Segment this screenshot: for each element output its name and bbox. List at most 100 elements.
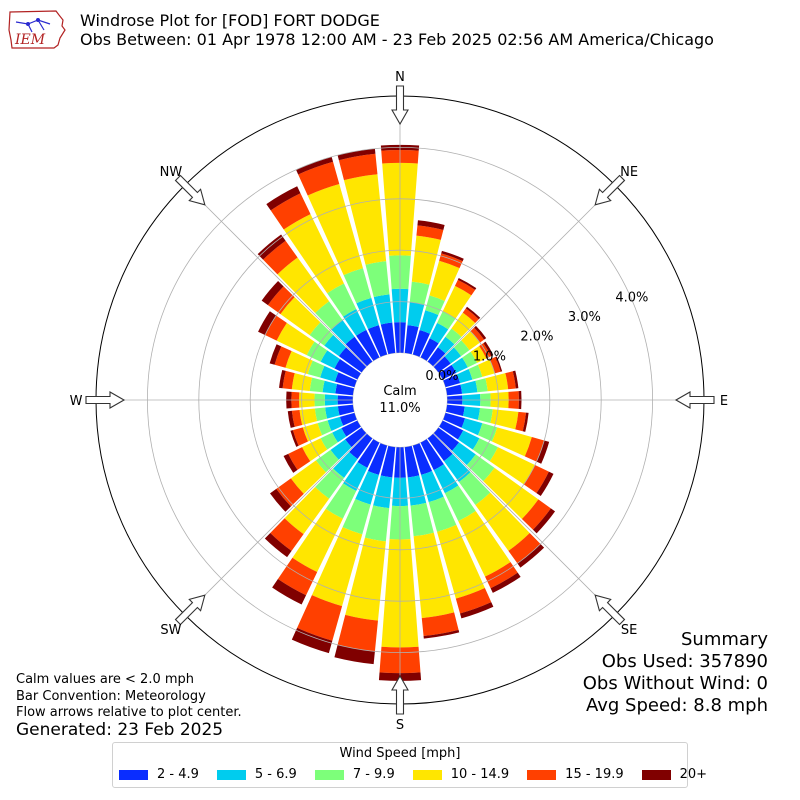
bar-dir240-bin2 (320, 432, 338, 450)
bar-dir130-bin3 (483, 467, 539, 519)
note-bar-convention: Bar Convention: Meteorology (16, 688, 206, 704)
bar-dir220-bin2 (315, 468, 345, 499)
bar-dir40-bin4 (462, 308, 479, 323)
bar-dir250-bin3 (302, 423, 323, 442)
bar-dir80-bin4 (505, 371, 516, 390)
bar-dir70-bin4 (489, 356, 501, 374)
bar-dir140-bin0 (427, 433, 453, 462)
logo-text: IEM (14, 32, 46, 48)
bar-dir70-bin5 (495, 356, 503, 372)
bar-dir310-bin3 (280, 297, 321, 336)
bar-dir330-bin4 (270, 193, 311, 230)
bar-dir330-bin3 (283, 214, 344, 294)
legend-swatch (216, 769, 246, 780)
bar-dir250-bin4 (292, 427, 308, 446)
legend: Wind Speed [mph] 2 - 4.9 5 - 6.9 7 - 9.9 10… (112, 742, 707, 788)
bar-dir350-bin4 (338, 153, 378, 181)
radial-tick-0: 0.0% (425, 369, 458, 384)
summary-avg-speed: Avg Speed: 8.8 mph (586, 695, 768, 716)
bar-dir260-bin0 (337, 404, 355, 416)
chart-subtitle: Obs Between: 01 Apr 1978 12:00 AM - 23 F… (80, 30, 714, 49)
bar-dir130-bin1 (452, 442, 476, 466)
bar-dir350-bin0 (380, 322, 396, 355)
bar-dir150-bin3 (458, 511, 511, 577)
bar-dir280-bin3 (291, 373, 313, 391)
bar-dir150-bin1 (433, 464, 459, 494)
dir-label-NE: NE (620, 165, 638, 180)
bar-dir140-bin3 (475, 492, 530, 551)
bar-dir150-bin0 (420, 438, 444, 471)
bar-dir230-bin2 (315, 449, 339, 473)
bar-dir310-bin0 (338, 347, 367, 373)
bar-dir200-bin4 (297, 595, 343, 641)
bar-dir300-bin1 (320, 350, 340, 369)
bar-dir60-bin2 (462, 351, 478, 368)
bar-dir160-bin0 (412, 442, 433, 475)
bar-dir170-bin1 (407, 475, 427, 506)
bar-dir330-bin2 (327, 283, 357, 317)
dir-label-NW: NW (160, 165, 183, 180)
bar-dir230-bin1 (330, 439, 352, 460)
bar-dir40-bin2 (445, 328, 462, 345)
bar-dir320-bin2 (315, 301, 343, 330)
bar-dir30-bin3 (442, 285, 472, 319)
bar-dir220-bin0 (349, 433, 373, 460)
bar-dir350-bin3 (343, 174, 387, 265)
bar-dir150-bin5 (490, 572, 521, 593)
legend-label: 5 - 6.9 (254, 767, 297, 782)
bar-dir290-bin5 (269, 344, 282, 365)
bar-dir190-bin2 (364, 505, 390, 542)
bar-dir160-bin5 (460, 602, 494, 619)
radial-tick-labels: 0.0% 1.0% 2.0% 3.0% 4.0% (425, 290, 648, 384)
bar-dir170-bin2 (410, 502, 434, 537)
bar-dir30-bin1 (429, 322, 449, 344)
bar-dir110-bin3 (492, 427, 532, 457)
chart-title: Windrose Plot for [FOD] FORT DODGE (80, 11, 380, 30)
bar-dir190-bin5 (334, 644, 375, 665)
arrow-S (391, 674, 409, 715)
bar-dir50-bin5 (474, 325, 487, 340)
bar-dir220-bin5 (264, 532, 292, 558)
bar-dir260-bin5 (287, 410, 295, 428)
arrow-E (674, 391, 715, 409)
bar-dir190-bin1 (373, 475, 393, 509)
legend-label: 2 - 4.9 (157, 767, 199, 782)
dir-label-E: E (720, 394, 728, 409)
bar-dir170-bin0 (404, 445, 420, 478)
bar-dir320-bin1 (331, 320, 355, 345)
note-calm: Calm values are < 2.0 mph (16, 672, 195, 687)
bar-dir220-bin4 (270, 518, 304, 551)
bar-dir100-bin4 (515, 411, 527, 432)
arrow-W (85, 391, 126, 409)
bar-dir210-bin3 (292, 508, 343, 573)
bar-dir280-bin0 (335, 383, 355, 396)
grid-spoke-225 (184, 432, 368, 616)
bar-dir200-bin0 (367, 442, 388, 475)
bar-dir120-bin1 (457, 430, 480, 450)
grid-spoke-135 (432, 432, 616, 616)
grid-spoke-45 (432, 184, 616, 368)
bar-dir20-bin5 (441, 250, 464, 262)
bar-dir140-bin2 (458, 472, 491, 505)
bar-dir220-bin3 (284, 486, 330, 535)
bar-dir240-bin1 (332, 428, 347, 443)
legend-label: 15 - 19.9 (565, 767, 624, 782)
bar-dir110-bin2 (477, 423, 498, 442)
bar-dir340-bin2 (343, 268, 372, 304)
bar-dir70-bin0 (442, 374, 461, 388)
bar-dir200-bin1 (355, 470, 379, 505)
bar-dir290-bin1 (320, 365, 339, 382)
bar-dir220-bin1 (333, 452, 358, 478)
bar-dir300-bin0 (334, 359, 362, 380)
bar-dir300-bin5 (258, 311, 277, 336)
bar-dir300-bin3 (276, 322, 315, 356)
grid-layer (96, 96, 704, 704)
bar-dir20-bin0 (412, 330, 430, 358)
bar-dir330-bin5 (266, 186, 301, 211)
bar-dir130-bin5 (532, 508, 556, 534)
bar-dir80-bin0 (445, 384, 463, 396)
radial-tick-3: 3.0% (568, 310, 601, 325)
bar-dir120-bin5 (536, 471, 554, 497)
bar-dir70-bin1 (456, 369, 473, 384)
